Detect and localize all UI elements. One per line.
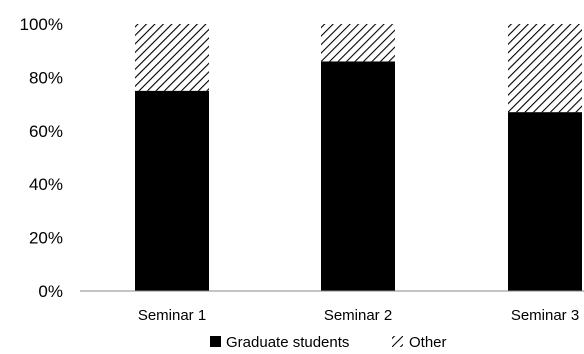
x-tick-label: Seminar 1 [138,307,206,324]
x-tick-label: Seminar 3 [511,307,579,324]
y-tick-label: 0% [38,282,63,301]
x-axis: Seminar 1 Seminar 2 Seminar 3 [138,307,579,324]
legend-swatch [210,336,221,347]
bar-segment [321,61,395,291]
bar-segment [135,24,209,91]
bar-segment [321,24,395,62]
bars [135,24,582,291]
y-tick-label: 80% [29,68,63,87]
bar-segment [508,112,582,291]
y-tick-label: 100% [20,15,63,34]
legend-swatch [392,336,403,347]
legend-label: Other [409,334,447,351]
bar-segment [508,24,582,113]
x-tick-label: Seminar 2 [324,307,392,324]
legend: Graduate students Other [210,334,447,351]
y-tick-label: 60% [29,122,63,141]
bar-segment [135,90,209,291]
y-tick-label: 20% [29,229,63,248]
legend-label: Graduate students [226,334,349,351]
y-tick-label: 40% [29,175,63,194]
y-axis: 0% 20% 40% 60% 80% 100% [20,15,63,301]
